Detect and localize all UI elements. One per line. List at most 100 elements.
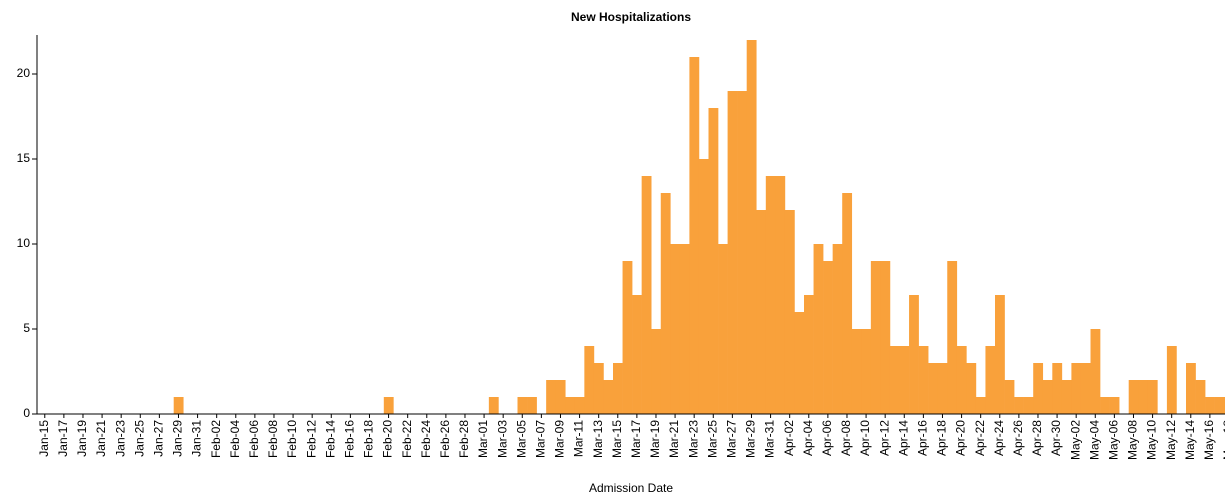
bar xyxy=(832,244,843,414)
bar xyxy=(1052,363,1063,414)
bar xyxy=(956,346,967,414)
bar xyxy=(1166,346,1177,414)
y-tick-label: 5 xyxy=(23,321,30,335)
bar xyxy=(947,261,958,414)
bar xyxy=(593,363,604,414)
x-tick-label: Feb-22 xyxy=(400,420,414,458)
bar xyxy=(679,244,690,414)
bar xyxy=(1109,397,1120,414)
x-tick-label: Apr-14 xyxy=(896,420,910,456)
bar xyxy=(928,363,938,414)
x-tick-label: Feb-16 xyxy=(343,420,357,458)
x-tick-label: Apr-04 xyxy=(801,420,815,456)
bar xyxy=(1033,363,1044,414)
bar xyxy=(584,346,595,414)
bar xyxy=(765,176,776,414)
bar xyxy=(1128,380,1139,414)
x-tick-label: Mar-29 xyxy=(744,420,758,458)
x-tick-label: Feb-14 xyxy=(323,420,337,458)
bar xyxy=(851,329,862,414)
x-tick-label: Feb-20 xyxy=(381,420,395,458)
x-tick-label: Feb-06 xyxy=(247,420,261,458)
x-tick-label: May-02 xyxy=(1068,420,1082,460)
bar xyxy=(842,193,853,414)
bar xyxy=(909,295,919,414)
bar xyxy=(746,40,757,414)
x-tick-label: Feb-18 xyxy=(362,420,376,458)
x-tick-label: Jan-31 xyxy=(190,420,204,457)
x-tick-label: May-16 xyxy=(1202,420,1216,460)
bar xyxy=(613,363,623,414)
x-tick-label: Jan-19 xyxy=(75,420,89,457)
x-tick-label: Mar-07 xyxy=(534,420,548,458)
bar xyxy=(1205,397,1215,414)
bar xyxy=(737,91,747,414)
bar xyxy=(794,312,805,414)
x-tick-label: Feb-10 xyxy=(285,420,299,458)
x-tick-label: Feb-02 xyxy=(209,420,223,458)
x-tick-label: Apr-24 xyxy=(992,420,1006,456)
x-tick-label: Mar-09 xyxy=(553,420,567,458)
x-tick-label: Apr-16 xyxy=(916,420,930,456)
bar xyxy=(889,346,900,414)
x-tick-label: Mar-03 xyxy=(495,420,509,458)
bar xyxy=(555,380,566,414)
x-tick-label: Apr-28 xyxy=(1030,420,1044,456)
x-tick-label: Apr-06 xyxy=(820,420,834,456)
x-tick-label: Mar-23 xyxy=(686,420,700,458)
x-tick-label: Mar-05 xyxy=(514,420,528,458)
bar xyxy=(622,261,633,414)
bar xyxy=(527,397,537,414)
x-tick-label: Mar-01 xyxy=(476,420,490,458)
bar xyxy=(1042,380,1053,414)
bar xyxy=(775,176,786,414)
bar xyxy=(546,380,556,414)
bar xyxy=(937,363,948,414)
x-tick-label: Jan-17 xyxy=(56,420,70,457)
bar xyxy=(1195,380,1206,414)
x-tick-label: Feb-12 xyxy=(304,420,318,458)
x-tick-label: Jan-15 xyxy=(37,420,51,457)
x-tick-label: May-06 xyxy=(1107,420,1121,460)
bar xyxy=(727,91,738,414)
x-tick-label: Apr-20 xyxy=(954,420,968,456)
bar xyxy=(1147,380,1158,414)
bar xyxy=(1014,397,1024,414)
x-tick-label: Feb-24 xyxy=(419,420,433,458)
x-tick-label: Jan-25 xyxy=(132,420,146,457)
bar xyxy=(975,397,986,414)
y-tick-label: 10 xyxy=(17,236,31,250)
x-tick-label: Apr-26 xyxy=(1011,420,1025,456)
x-tick-label: Apr-02 xyxy=(782,420,796,456)
x-tick-label: Mar-15 xyxy=(610,420,624,458)
y-tick-label: 20 xyxy=(17,66,31,80)
bar xyxy=(966,363,977,414)
bar xyxy=(641,176,652,414)
y-tick-label: 0 xyxy=(23,406,30,420)
x-tick-label: Jan-21 xyxy=(94,420,108,457)
bar xyxy=(689,57,700,414)
bar xyxy=(660,193,671,414)
bar xyxy=(603,380,614,414)
x-tick-label: Mar-27 xyxy=(725,420,739,458)
bar xyxy=(823,261,833,414)
y-tick-label: 15 xyxy=(17,151,31,165)
x-tick-label: Apr-30 xyxy=(1049,420,1063,456)
bar xyxy=(1100,397,1110,414)
bar xyxy=(1186,363,1196,414)
x-tick-label: Mar-31 xyxy=(763,420,777,458)
x-tick-label: Mar-19 xyxy=(648,420,662,458)
bar xyxy=(718,244,728,414)
bar xyxy=(1061,380,1072,414)
x-tick-label: May-12 xyxy=(1164,420,1178,460)
bar xyxy=(1004,380,1015,414)
x-tick-label: Apr-08 xyxy=(839,420,853,456)
x-axis-label: Admission Date xyxy=(589,481,673,495)
bar xyxy=(1214,397,1225,414)
x-tick-label: May-04 xyxy=(1087,420,1101,460)
bar xyxy=(918,346,929,414)
bar xyxy=(708,108,719,414)
bar xyxy=(651,329,662,414)
x-tick-label: Jan-29 xyxy=(171,420,185,457)
